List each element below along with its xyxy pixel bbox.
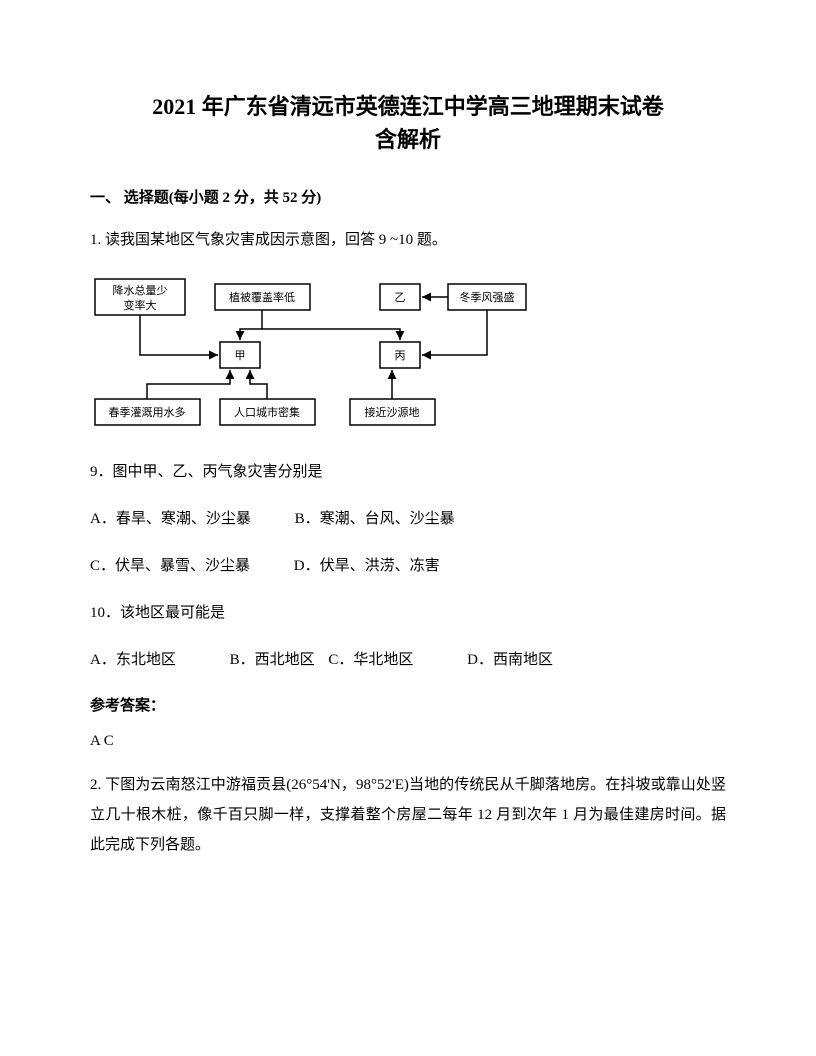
answer-text: A C: [90, 733, 726, 750]
q10-opt-b: B．西北地区: [230, 647, 315, 674]
box-a-line2: 变率大: [124, 298, 157, 312]
box-d: 冬季风强盛: [460, 290, 515, 304]
q1-intro: 1. 读我国某地区气象灾害成因示意图，回答 9 ~10 题。: [90, 227, 726, 254]
diagram-svg: 降水总量少 变率大 植被覆盖率低 乙 冬季风强盛 甲 丙 春季灌溉用水多: [90, 274, 530, 434]
q9-options-row2: C．伏旱、暴雪、沙尘暴 D．伏旱、洪涝、冻害: [90, 553, 726, 580]
box-b: 植被覆盖率低: [229, 290, 295, 304]
q9-opt-c: C．伏旱、暴雪、沙尘暴: [90, 553, 250, 580]
box-c: 乙: [395, 291, 406, 304]
q10-opt-c: C．华北地区: [328, 647, 413, 674]
q10-text: 10．该地区最可能是: [90, 600, 726, 627]
q9-opt-b: B．寒潮、台风、沙尘暴: [295, 506, 455, 533]
section-heading: 一、 选择题(每小题 2 分，共 52 分): [90, 186, 726, 207]
box-i: 接近沙源地: [365, 405, 420, 419]
causation-diagram: 降水总量少 变率大 植被覆盖率低 乙 冬季风强盛 甲 丙 春季灌溉用水多: [90, 274, 726, 434]
title-line1: 2021 年广东省清远市英德连江中学高三地理期末试卷: [90, 90, 726, 123]
q9-text: 9．图中甲、乙、丙气象灾害分别是: [90, 459, 726, 486]
answer-label: 参考答案：: [90, 694, 726, 715]
q9-opt-d: D．伏旱、洪涝、冻害: [294, 553, 440, 580]
q10-opt-d: D．西南地区: [467, 647, 553, 674]
q10-options: A．东北地区 B．西北地区 C．华北地区 D．西南地区: [90, 647, 726, 674]
exam-title: 2021 年广东省清远市英德连江中学高三地理期末试卷 含解析: [90, 90, 726, 156]
box-a-line1: 降水总量少: [113, 283, 168, 297]
title-line2: 含解析: [90, 123, 726, 156]
q9-opt-a: A．春旱、寒潮、沙尘暴: [90, 506, 251, 533]
q2-text: 2. 下图为云南怒江中游福贡县(26°54'N，98°52'E)当地的传统民从千…: [90, 770, 726, 860]
q9-options-row1: A．春旱、寒潮、沙尘暴 B．寒潮、台风、沙尘暴: [90, 506, 726, 533]
box-h: 人口城市密集: [234, 405, 300, 419]
box-e: 甲: [235, 350, 246, 362]
box-f: 丙: [395, 350, 406, 362]
box-g: 春季灌溉用水多: [109, 405, 186, 419]
q10-opt-a: A．东北地区: [90, 647, 176, 674]
